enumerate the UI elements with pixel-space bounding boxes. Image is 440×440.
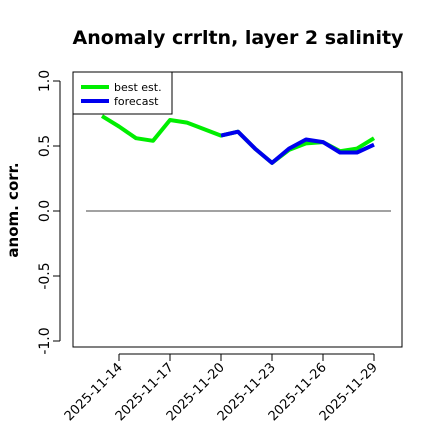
chart-title: Anomaly crrltn, layer 2 salinity — [73, 27, 404, 49]
y-tick-label: 0.0 — [37, 200, 53, 222]
x-axis: 2025-11-142025-11-172025-11-202025-11-23… — [62, 353, 381, 424]
plot-area-frame — [72, 71, 403, 348]
legend: best est. forecast — [72, 71, 173, 115]
y-tick-label: 1.0 — [37, 70, 53, 92]
series-layer — [100, 114, 376, 165]
y-axis-label: anom. corr. — [4, 162, 22, 257]
y-tick-label: 0.5 — [37, 135, 53, 157]
legend-box — [72, 71, 173, 115]
y-tick-label: -0.5 — [37, 262, 53, 289]
series-line-forecast — [220, 129, 375, 165]
y-axis: -1.0 -0.5 0.0 0.5 1.0 — [37, 70, 61, 355]
legend-label-forecast: forecast — [114, 95, 159, 108]
series-line-best-est — [100, 114, 376, 165]
y-tick-label: -1.0 — [37, 327, 53, 354]
legend-label-best-est: best est. — [114, 81, 162, 94]
